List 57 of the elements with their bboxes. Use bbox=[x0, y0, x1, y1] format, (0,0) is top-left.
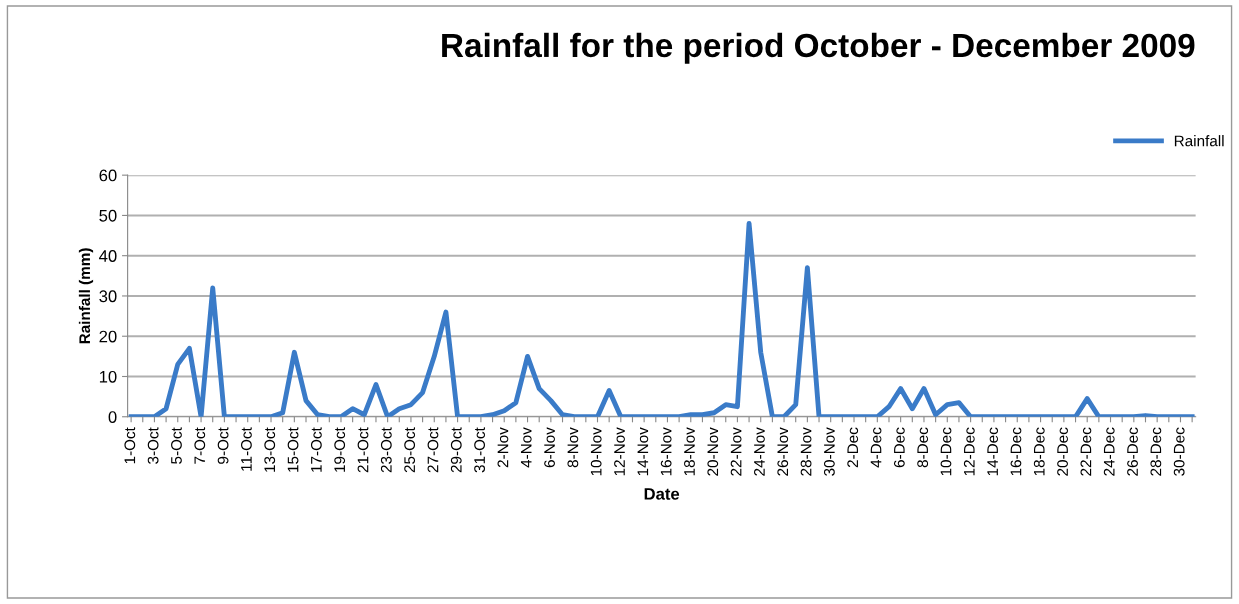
x-tick-label: 8-Nov bbox=[567, 427, 579, 468]
x-tick-label: 21-Oct bbox=[357, 427, 369, 473]
x-tick-label: 7-Oct bbox=[194, 427, 206, 464]
x-tick-label: 12-Nov bbox=[614, 427, 625, 476]
x-tick-label: 2-Dec bbox=[847, 427, 859, 468]
x-tick-label: 28-Dec bbox=[1150, 427, 1162, 476]
x-tick-label: 4-Nov bbox=[520, 427, 532, 468]
x-tick-label: 2-Nov bbox=[497, 427, 509, 468]
x-tick-label: 18-Dec bbox=[1033, 427, 1045, 476]
y-tick-label: 40 bbox=[99, 250, 117, 262]
x-tick-label: 23-Oct bbox=[380, 427, 392, 473]
legend-label: Rainfall bbox=[1174, 135, 1224, 147]
x-tick-label: 28-Nov bbox=[800, 427, 812, 476]
x-tick-label: 30-Nov bbox=[823, 427, 835, 476]
x-tick-label: 31-Oct bbox=[474, 427, 485, 473]
x-tick-label: 5-Oct bbox=[171, 427, 182, 464]
x-tick-label: 29-Oct bbox=[450, 427, 462, 473]
x-tick-label: 11-Oct bbox=[240, 427, 252, 471]
x-tick-label: 14-Nov bbox=[637, 427, 649, 476]
x-tick-label: 18-Nov bbox=[684, 427, 695, 476]
x-axis-title: Date bbox=[644, 488, 680, 500]
x-tick-label: 25-Oct bbox=[404, 427, 416, 473]
y-tick-label: 50 bbox=[99, 209, 117, 222]
y-tick-label: 0 bbox=[108, 411, 117, 423]
x-tick-label: 19-Oct bbox=[334, 427, 346, 472]
x-tick-label: 8-Dec bbox=[917, 427, 929, 468]
x-tick-label: 16-Nov bbox=[660, 427, 672, 476]
x-tick-label: 10-Dec bbox=[940, 427, 952, 476]
y-tick-label: 10 bbox=[99, 370, 117, 383]
x-tick-label: 6-Nov bbox=[544, 427, 555, 468]
x-tick-label: 3-Oct bbox=[147, 427, 159, 464]
y-tick-label: 20 bbox=[99, 330, 117, 343]
x-tick-label: 27-Oct bbox=[427, 427, 439, 473]
x-tick-label: 15-Oct bbox=[287, 427, 299, 472]
x-tick-label: 9-Oct bbox=[217, 427, 229, 464]
x-tick-label: 17-Oct bbox=[310, 427, 322, 472]
x-tick-label: 24-Nov bbox=[754, 427, 765, 476]
x-tick-label: 26-Dec bbox=[1127, 427, 1138, 476]
x-tick-label: 13-Oct bbox=[264, 427, 276, 472]
x-tick-label: 12-Dec bbox=[963, 427, 975, 476]
y-tick-label: 60 bbox=[99, 169, 117, 182]
x-tick-label: 26-Nov bbox=[777, 427, 789, 476]
chart-title: Rainfall for the period October - December 2009 bbox=[442, 32, 1195, 64]
x-tick-label: 6-Dec bbox=[893, 427, 905, 468]
x-tick-label: 4-Dec bbox=[870, 427, 882, 468]
x-tick-label: 24-Dec bbox=[1103, 427, 1115, 476]
x-tick-label: 22-Nov bbox=[730, 427, 742, 476]
x-tick-label: 22-Dec bbox=[1080, 427, 1092, 476]
x-tick-label: 14-Dec bbox=[987, 427, 999, 476]
x-tick-label: 16-Dec bbox=[1010, 427, 1022, 476]
y-tick-label: 30 bbox=[99, 290, 117, 303]
y-axis-title: Rainfall (mm) bbox=[78, 248, 94, 344]
x-tick-label: 1-Oct bbox=[124, 427, 136, 464]
x-tick-label: 10-Nov bbox=[590, 427, 602, 476]
x-tick-label: 30-Dec bbox=[1173, 427, 1185, 476]
x-tick-label: 20-Nov bbox=[707, 427, 719, 476]
x-tick-label: 20-Dec bbox=[1057, 427, 1068, 476]
